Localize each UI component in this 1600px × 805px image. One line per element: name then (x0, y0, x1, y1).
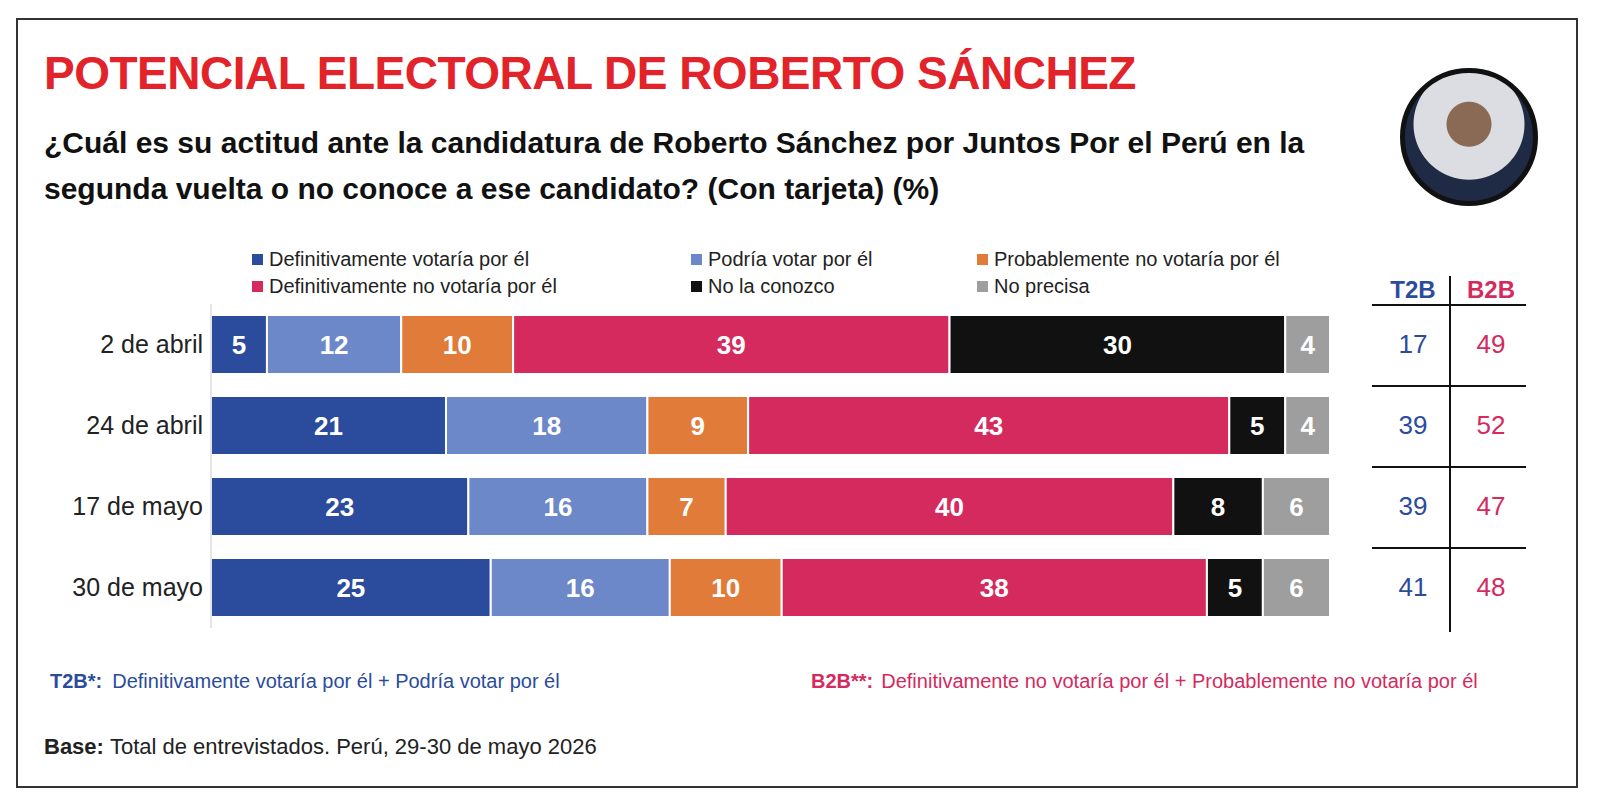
svg-text:38: 38 (980, 573, 1009, 603)
svg-text:6: 6 (1289, 573, 1303, 603)
svg-text:4: 4 (1300, 330, 1315, 360)
svg-text:10: 10 (443, 330, 472, 360)
svg-text:24 de abril: 24 de abril (86, 411, 203, 439)
svg-text:2 de abril: 2 de abril (100, 330, 203, 358)
html-text:¿Cuál es su actitud ante la ca: ¿Cuál es su actitud ante la candidatura … (44, 126, 1305, 205)
svg-text:25: 25 (336, 573, 365, 603)
html-text:39: 39 (1398, 409, 1428, 440)
html-text:47: 47 (1476, 490, 1506, 521)
html-text:48: 48 (1476, 571, 1506, 602)
html-text:Podría votar por él: Podría votar por él (708, 248, 873, 270)
html-text:39: 39 (1398, 490, 1428, 521)
html-text:No precisa: No precisa (994, 275, 1090, 297)
html-text:Definitivamente votaría por él: Definitivamente votaría por él + Podría … (112, 670, 560, 692)
html-text:B2B**: Definitivamente no vota: B2B**: Definitivamente no votaría por él… (811, 670, 1478, 692)
svg-text:12: 12 (320, 330, 349, 360)
html-text:49: 49 (1476, 328, 1506, 359)
html-text:Probablemente no votaría por é: Probablemente no votaría por él (994, 248, 1280, 270)
svg-text:10: 10 (711, 573, 740, 603)
svg-text:16: 16 (566, 573, 595, 603)
svg-text:43: 43 (974, 411, 1003, 441)
html-text:No la conozco: No la conozco (708, 275, 835, 297)
html-text:T2B: T2B (1390, 276, 1436, 303)
svg-text:23: 23 (325, 492, 354, 522)
html-text:52: 52 (1476, 409, 1506, 440)
svg-text:16: 16 (543, 492, 572, 522)
html-text:Definitivamente votaría por él: Definitivamente votaría por él (269, 248, 530, 270)
svg-text:9: 9 (691, 411, 705, 441)
svg-text:21: 21 (314, 411, 343, 441)
svg-text:40: 40 (935, 492, 964, 522)
html-text:POTENCIAL ELECTORAL DE ROBERTO: POTENCIAL ELECTORAL DE ROBERTO SÁNCHEZ (44, 47, 1136, 99)
html-text:Base: Total de entrevistados.: Base: Total de entrevistados. Perú, 29-3… (44, 734, 597, 759)
svg-text:6: 6 (1289, 492, 1303, 522)
svg-text:5: 5 (232, 330, 246, 360)
svg-text:18: 18 (532, 411, 561, 441)
svg-text:8: 8 (1211, 492, 1225, 522)
svg-text:4: 4 (1300, 411, 1315, 441)
svg-text:30 de mayo: 30 de mayo (72, 573, 203, 601)
html-text:17: 17 (1398, 328, 1428, 359)
html-text:Definitivamente no votaría por: Definitivamente no votaría por él (269, 275, 557, 297)
svg-text:30: 30 (1103, 330, 1132, 360)
html-text:B2B: B2B (1467, 276, 1515, 303)
svg-text:39: 39 (717, 330, 746, 360)
svg-text:7: 7 (679, 492, 693, 522)
svg-text:17 de mayo: 17 de mayo (72, 492, 203, 520)
html-text:T2B*:: T2B*: (50, 670, 103, 692)
html-text:41: 41 (1398, 571, 1428, 602)
svg-text:5: 5 (1228, 573, 1242, 603)
svg-text:5: 5 (1250, 411, 1264, 441)
